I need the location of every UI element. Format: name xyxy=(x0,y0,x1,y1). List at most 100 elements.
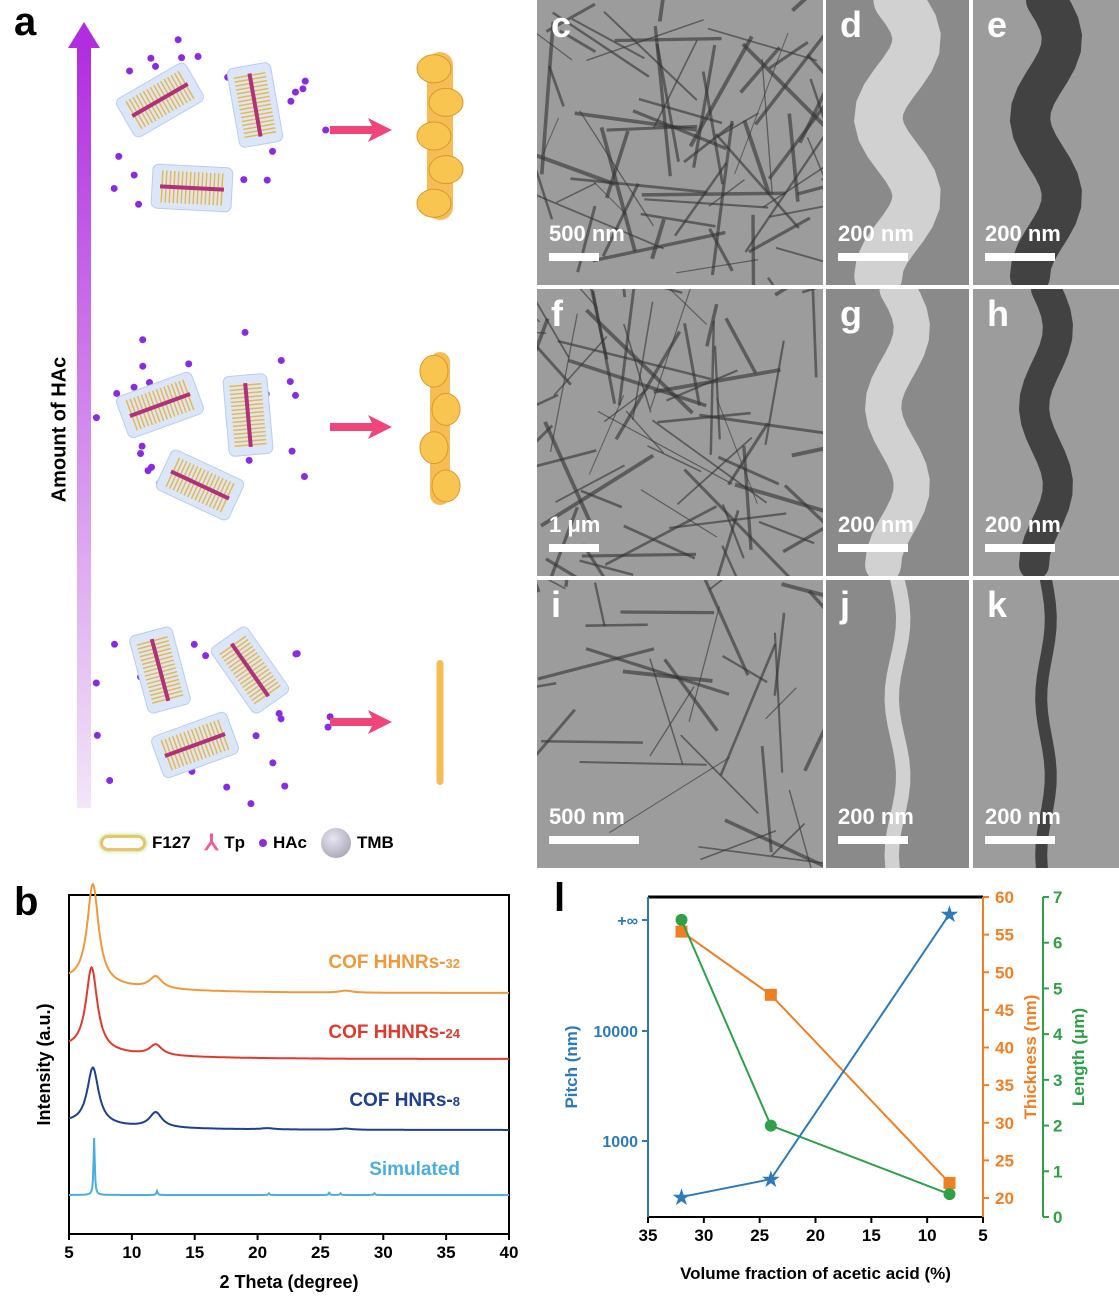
nanorod xyxy=(537,582,541,593)
x-tick-label: 10 xyxy=(918,1226,937,1245)
hac-molecule xyxy=(240,176,248,184)
thickness-point xyxy=(764,988,777,1001)
scale-bar xyxy=(838,836,908,844)
legend-hac: HAc xyxy=(258,833,307,853)
tp-core xyxy=(129,392,191,418)
hac-molecule xyxy=(293,650,301,658)
single-helix xyxy=(1009,0,1083,285)
hac-molecule xyxy=(139,336,147,344)
tp-core xyxy=(243,382,253,448)
series-label: COF HHNRs-32 xyxy=(328,952,460,973)
micrograph-label: i xyxy=(551,584,562,625)
hac-molecule xyxy=(139,362,147,370)
nanorod xyxy=(650,218,666,260)
hac-molecule xyxy=(291,391,299,399)
nanorod xyxy=(709,320,716,455)
x-tick-label: 20 xyxy=(248,1243,267,1262)
nanorod xyxy=(781,582,823,597)
hac-molecule xyxy=(300,473,308,481)
micelle xyxy=(116,62,204,138)
schematic-legend: F127 ⅄ Tp HAc TMB xyxy=(100,828,394,858)
length-tick-label: 7 xyxy=(1053,888,1062,907)
scale-bar-text: 500 nm xyxy=(549,804,625,829)
nanorod xyxy=(774,289,789,297)
hac-molecule xyxy=(137,450,145,458)
nanorod xyxy=(773,612,786,696)
nanorod xyxy=(592,230,726,263)
hac-molecule xyxy=(247,800,255,808)
scale-bar xyxy=(549,544,599,552)
hac-molecule xyxy=(223,783,231,791)
micelle xyxy=(151,711,239,779)
legend-f127: F127 xyxy=(100,833,191,853)
hac-molecule xyxy=(178,54,186,62)
nanorod xyxy=(567,358,707,408)
hac-dot-icon xyxy=(258,839,267,847)
nanorod xyxy=(537,301,570,359)
nanorod xyxy=(758,520,815,545)
nanorod xyxy=(576,205,597,273)
hac-molecule xyxy=(287,97,295,105)
micelle xyxy=(129,626,191,714)
hac-molecule xyxy=(245,456,253,464)
xrd-series-line xyxy=(68,1066,509,1131)
thickness-point xyxy=(943,1176,956,1189)
hac-molecule xyxy=(115,152,123,160)
nanorod xyxy=(571,18,645,60)
scale-bar xyxy=(985,836,1055,844)
single-helix xyxy=(884,580,911,868)
pink-arrow-icon xyxy=(330,710,392,734)
x-tick-label: 25 xyxy=(750,1226,769,1245)
helix-nanorod xyxy=(430,352,450,505)
nanorod xyxy=(663,289,683,294)
nanorod xyxy=(707,27,818,62)
panel-l-label: l xyxy=(554,876,566,920)
nanorod xyxy=(537,708,577,757)
nanorod xyxy=(742,119,771,195)
helix-turn xyxy=(431,392,461,426)
x-tick-label: 10 xyxy=(122,1243,141,1262)
pitch-point: ★ xyxy=(673,1187,691,1209)
scale-bar-text: 200 nm xyxy=(985,512,1061,537)
nanorod xyxy=(751,214,756,285)
nanorod xyxy=(555,464,625,503)
hac-molecule xyxy=(92,679,100,687)
nanorod xyxy=(721,504,745,559)
micrograph-g: g 200 nm xyxy=(826,289,969,576)
nanorod xyxy=(787,113,800,202)
scale-bar-text: 200 nm xyxy=(838,221,914,246)
thickness-axis-label: Thickness (nm) xyxy=(1021,995,1040,1120)
hac-molecule xyxy=(138,442,146,450)
f127-icon xyxy=(100,835,146,851)
nanorod xyxy=(617,289,636,406)
nanorod xyxy=(748,216,811,254)
legend-tp: ⅄ Tp xyxy=(204,830,245,855)
y-axis-label: Intensity (a.u.) xyxy=(34,1003,54,1125)
nanorod xyxy=(669,512,787,530)
nanorod xyxy=(581,552,697,558)
thickness-tick-label: 60 xyxy=(995,888,1014,907)
hac-molecule xyxy=(113,389,121,397)
nanorod xyxy=(766,276,775,285)
nanorod xyxy=(775,246,823,263)
nanorod xyxy=(680,734,759,814)
micelle xyxy=(222,373,274,457)
series-label-main: Simulated xyxy=(369,1159,460,1180)
hac-molecule xyxy=(291,88,299,96)
pink-arrow-icon xyxy=(330,118,392,142)
nanorod xyxy=(739,46,781,94)
scale-bar xyxy=(549,253,599,261)
scale-bar xyxy=(838,544,908,552)
nanorod xyxy=(734,482,823,513)
hac-molecule xyxy=(106,777,114,785)
amount-of-hac-label: Amount of HAc xyxy=(48,356,71,503)
nanorod xyxy=(713,345,721,440)
nanorod xyxy=(570,177,708,194)
length-tick-label: 5 xyxy=(1053,979,1062,998)
thickness-tick-label: 55 xyxy=(995,926,1014,945)
single-helix xyxy=(1035,580,1057,868)
nanorod xyxy=(644,198,769,209)
nanorod xyxy=(809,78,823,120)
nanorod xyxy=(769,205,823,218)
hac-molecule xyxy=(252,732,260,740)
